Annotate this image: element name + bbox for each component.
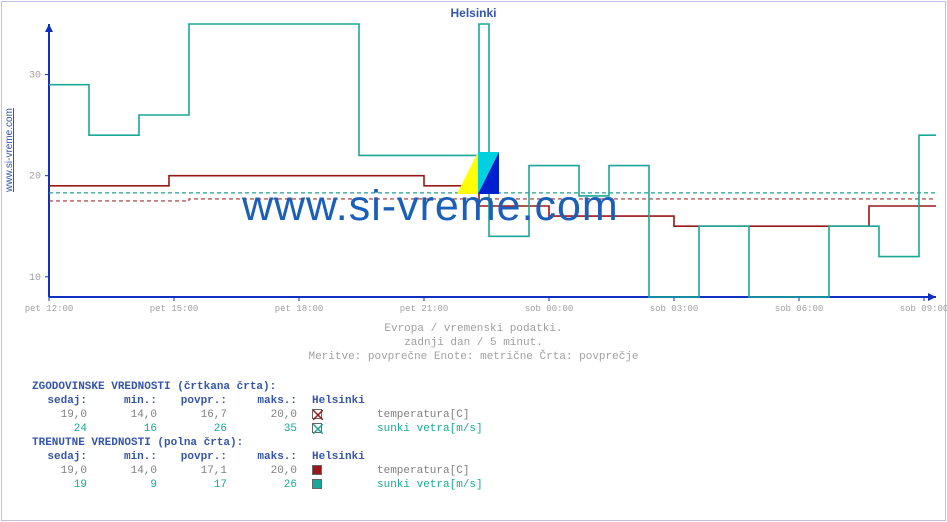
- svg-text:pet 12:00: pet 12:00: [25, 304, 74, 314]
- chart-title: Helsinki: [2, 6, 945, 20]
- svg-text:30: 30: [29, 71, 41, 82]
- chart-caption: Evropa / vremenski podatki. zadnji dan /…: [2, 322, 945, 364]
- table-row: 19,014,016,720,0temperatura[C]: [32, 408, 483, 422]
- hist-title: ZGODOVINSKE VREDNOSTI (črtkana črta):: [32, 380, 483, 394]
- caption-line: Evropa / vremenski podatki.: [2, 322, 945, 336]
- svg-text:20: 20: [29, 172, 41, 183]
- watermark-logo: [457, 152, 499, 194]
- table-header: sedaj:min.:povpr.:maks.:Helsinki: [32, 450, 483, 464]
- source-link[interactable]: www.si-vreme.com: [4, 108, 15, 192]
- caption-line: zadnji dan / 5 minut.: [2, 336, 945, 350]
- svg-text:sob 00:00: sob 00:00: [525, 304, 574, 314]
- svg-text:sob 03:00: sob 03:00: [650, 304, 699, 314]
- svg-text:sob 06:00: sob 06:00: [775, 304, 824, 314]
- cur-title: TRENUTNE VREDNOSTI (polna črta):: [32, 436, 483, 450]
- table-row: 19,014,017,120,0temperatura[C]: [32, 464, 483, 478]
- table-row: 24162635sunki vetra[m/s]: [32, 422, 483, 436]
- svg-text:sob 09:00: sob 09:00: [900, 304, 947, 314]
- svg-text:10: 10: [29, 273, 41, 284]
- svg-text:pet 18:00: pet 18:00: [275, 304, 324, 314]
- svg-text:pet 21:00: pet 21:00: [400, 304, 449, 314]
- table-row: 1991726sunki vetra[m/s]: [32, 478, 483, 492]
- svg-text:pet 15:00: pet 15:00: [150, 304, 199, 314]
- table-header: sedaj:min.:povpr.:maks.:Helsinki: [32, 394, 483, 408]
- chart-frame: www.si-vreme.com Helsinki 10 20 30 pet 12:0…: [1, 1, 946, 521]
- caption-line: Meritve: povprečne Enote: metrične Črta:…: [2, 350, 945, 364]
- stats-tables: ZGODOVINSKE VREDNOSTI (črtkana črta):sed…: [32, 380, 483, 492]
